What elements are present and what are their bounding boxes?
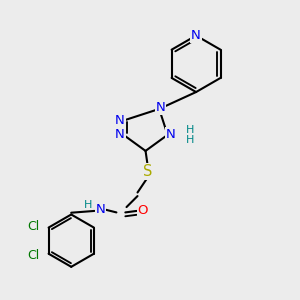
Text: O: O [138, 204, 148, 218]
Text: Cl: Cl [27, 249, 39, 262]
Text: N: N [191, 29, 201, 42]
Text: N: N [95, 203, 105, 216]
Text: N: N [166, 128, 176, 141]
Text: N: N [115, 128, 125, 141]
Text: H: H [186, 135, 194, 145]
Text: N: N [115, 114, 125, 127]
Text: H: H [84, 200, 93, 210]
Text: Cl: Cl [27, 220, 39, 232]
Text: H: H [186, 124, 194, 134]
Text: N: N [156, 101, 166, 114]
Text: S: S [143, 164, 153, 179]
